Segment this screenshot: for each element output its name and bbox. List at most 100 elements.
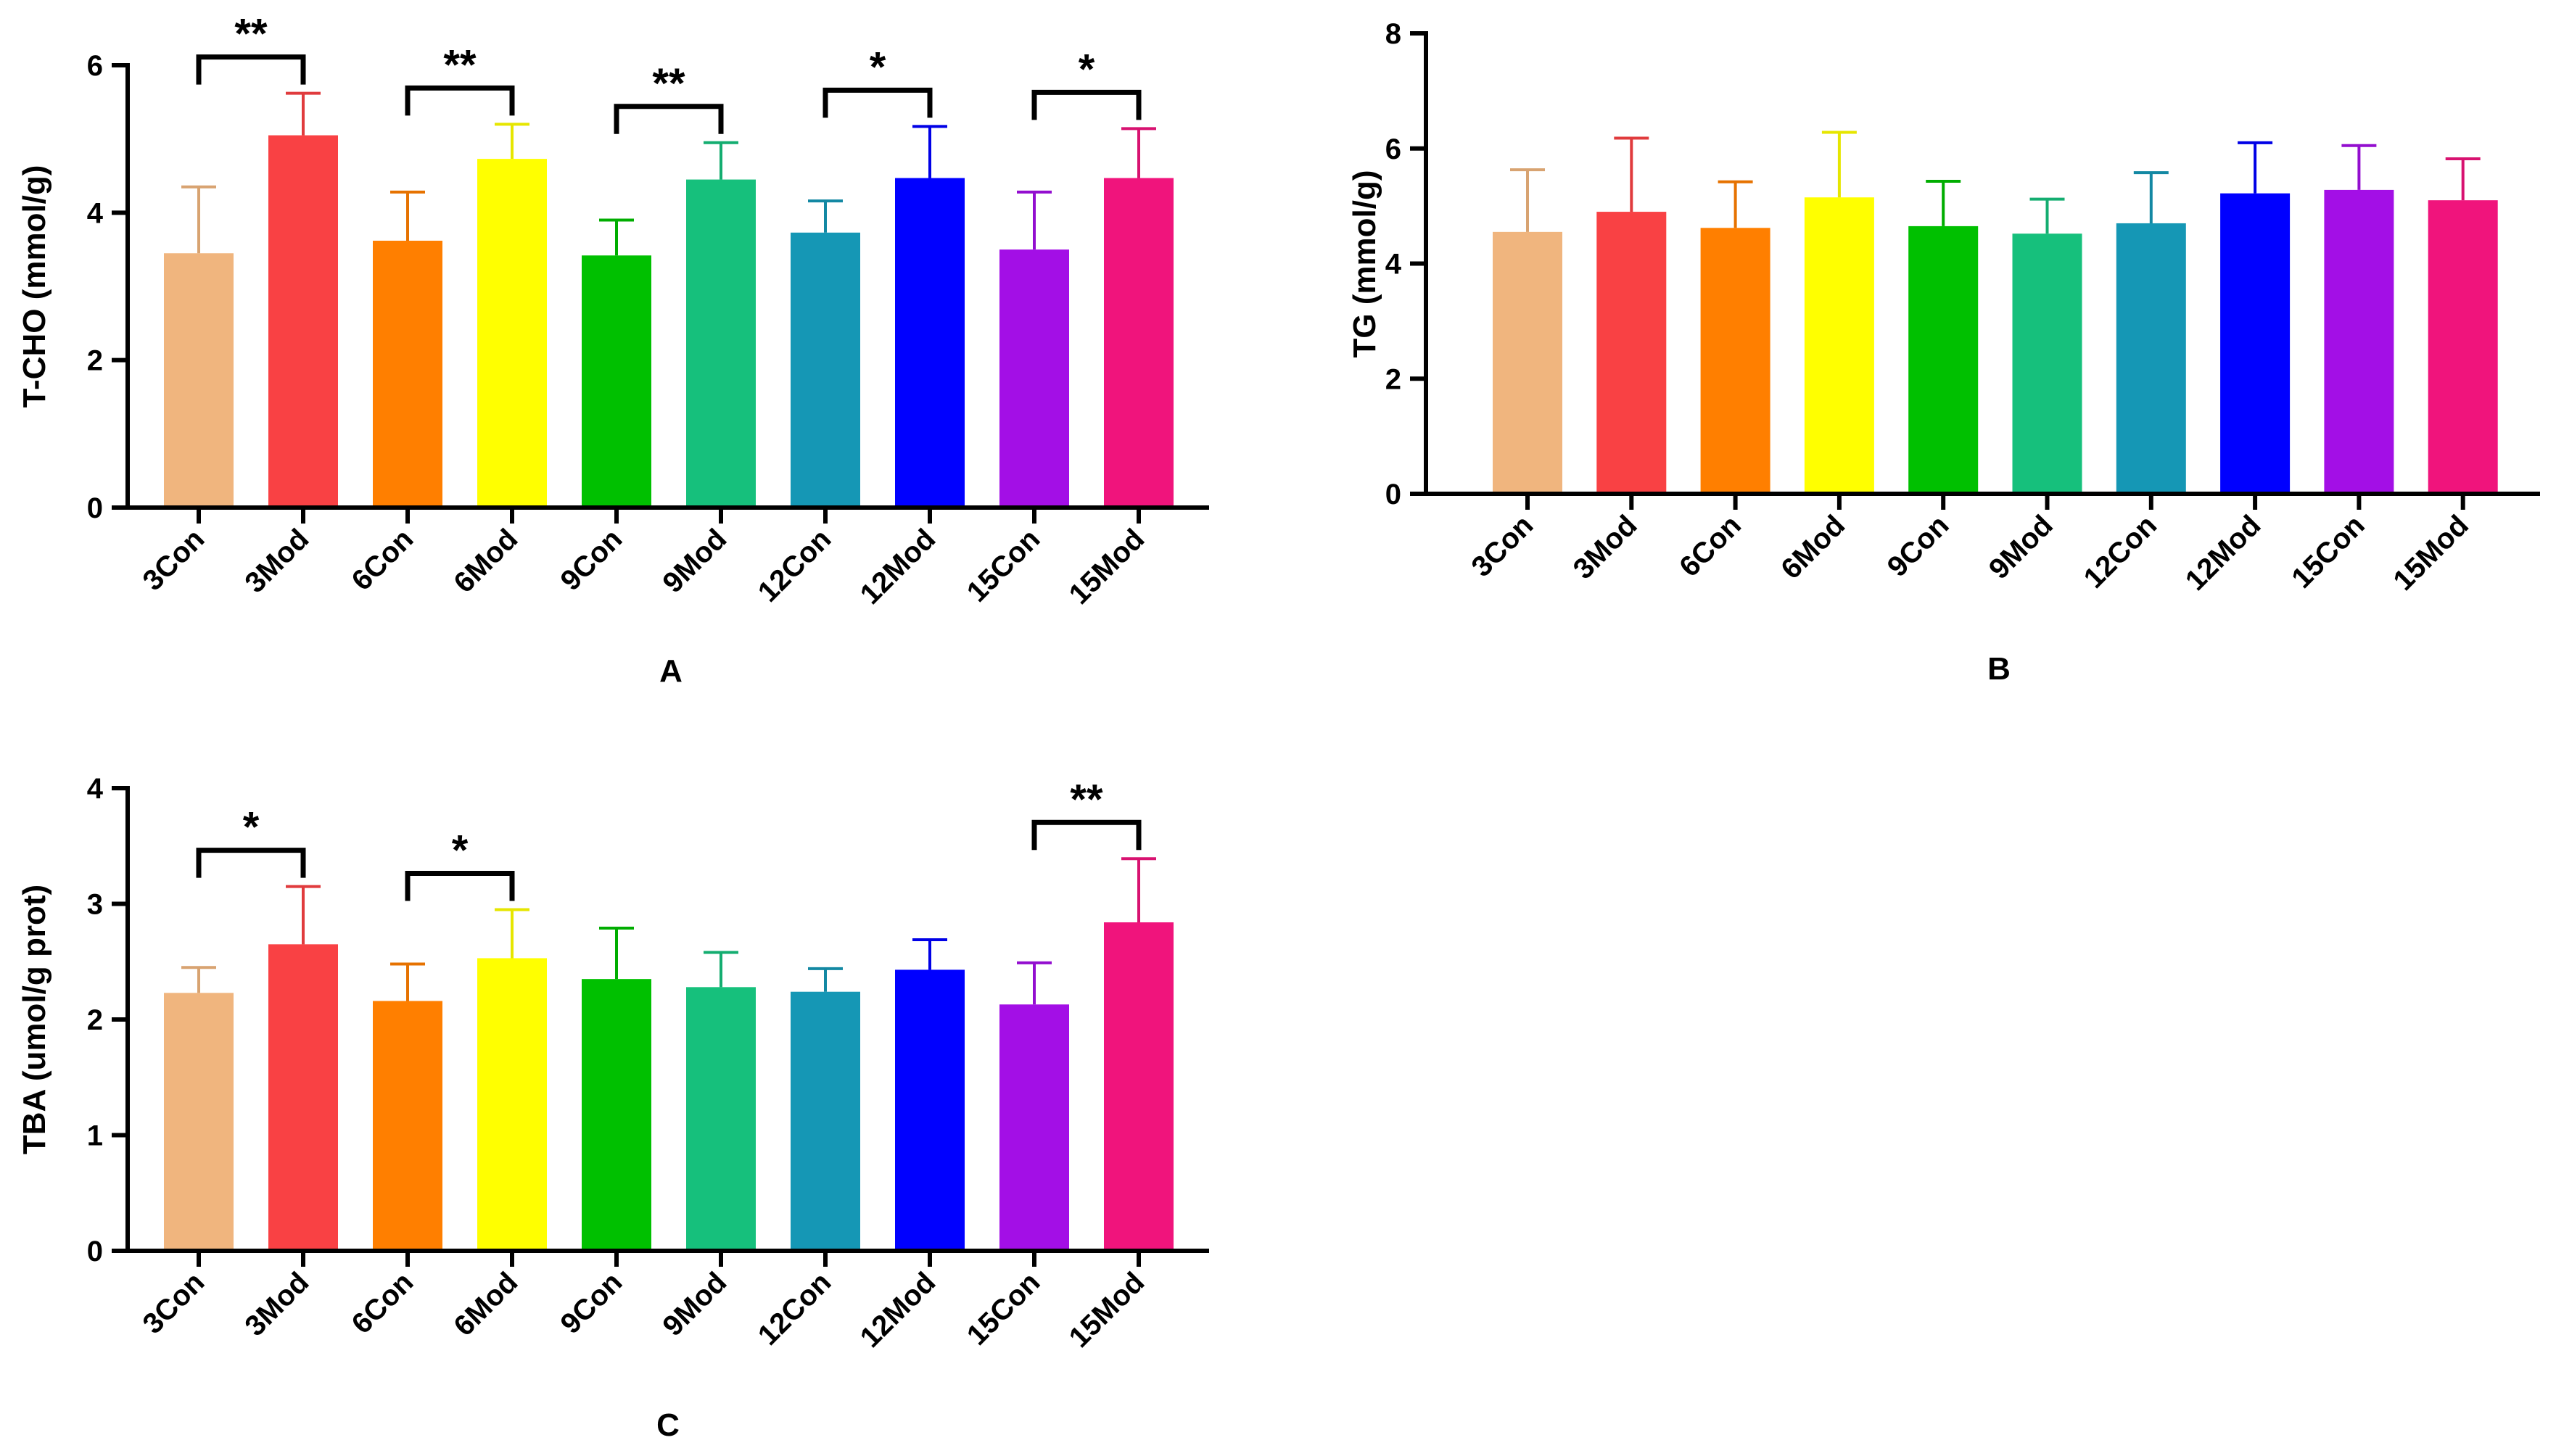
panel-c-significance-bracket [405,870,515,901]
panel-c-y-tick-label: 2 [87,1004,103,1036]
panel-a-y-axis-label: T-CHO (mmol/g) [17,165,52,408]
panel-b-y-tick-label: 2 [1385,363,1401,395]
panel-b-x-tick-label: 12Mod [2180,509,2267,597]
panel-c-bar [895,969,965,1251]
panel-c-x-tick-label: 15Con [961,1266,1047,1352]
panel-c-y-tick-label: 1 [87,1120,103,1152]
panel-c-x-tick-label: 12Con [752,1266,838,1352]
panel-b-y-tick-label: 4 [1385,249,1402,281]
panel-b-bar [1596,212,1667,494]
panel-c-significance-bracket [1031,819,1142,851]
panel-label-a: A [659,653,683,689]
panel-a-bar [895,178,965,508]
panel-a-y-tick-label: 4 [87,197,104,229]
panel-c-x-tick-label: 12Mod [854,1266,942,1354]
panel-a-x-tick-label: 3Mod [239,523,315,599]
panel-a-significance-label: ** [234,11,268,58]
panel-a-significance-label: * [1079,46,1095,93]
panel-a-x-tick-label: 15Mod [1063,523,1151,611]
panel-b-x-tick-label: 9Mod [1983,509,2059,585]
panel-a-significance-label: ** [652,60,685,107]
panel-b-bar [2012,233,2082,494]
panel-c-significance-bracket [196,848,306,878]
panel-c-bar [582,979,651,1251]
panel-a-significance-bracket [1031,89,1142,120]
panel-b-bar [2220,193,2291,494]
panel-c-x-tick-label: 3Mod [239,1266,315,1342]
panel-a-bar [164,253,234,508]
panel-b-bar [1804,197,1874,494]
panel-c-significance-label: ** [1070,776,1103,823]
panel-a-x-tick-label: 9Con [555,523,629,597]
panel-a-bar [373,240,442,508]
panel-b-bar [2324,189,2394,494]
panel-c-x-tick-label: 6Con [346,1266,420,1340]
panel-c-x-tick-label: 15Mod [1063,1266,1151,1354]
panel-a-bar [686,179,756,508]
panel-c-bar [477,958,547,1251]
panel-b-bar [1908,226,1979,494]
panel-c-bar [791,991,860,1251]
panel-c-significance-label: * [243,804,260,851]
panel-a-significance-bracket [823,87,933,118]
panel-a-x-tick-label: 12Con [752,523,838,608]
panel-c-y-tick-label: 4 [87,773,104,805]
panel-a-bar [477,159,547,508]
panel-c-bar [1104,922,1174,1251]
panel-b-x-tick-label: 3Mod [1567,509,1644,585]
panel-a-y-tick-label: 0 [87,492,103,524]
panel-label-b: B [1987,651,2011,687]
panel-b-x-tick-label: 6Mod [1775,509,1851,585]
panel-b-x-tick-label: 12Con [2078,509,2164,595]
panel-a-x-tick-label: 3Con [137,523,211,597]
panel-c-bar [999,1004,1069,1251]
panel-c-x-tick-label: 9Con [555,1266,629,1340]
panel-c-y-tick-label: 3 [87,889,103,921]
panel-c-y-axis-label: TBA (umol/g prot) [17,885,52,1154]
panel-b-bar [1493,231,1562,494]
panel-b-y-axis-label: TG (mmol/g) [1347,170,1382,357]
panel-a-bar [268,135,338,508]
panel-b-bar [2428,200,2498,494]
panel-a-significance-bracket [196,54,306,85]
panel-b-y-tick-label: 8 [1385,18,1401,50]
panel-label-c: C [656,1407,680,1443]
panel-c-bar [268,944,338,1251]
panel-b-y-tick-label: 6 [1385,133,1401,165]
panel-c-bar [686,987,756,1251]
panel-a-x-tick-label: 9Mod [656,523,733,599]
panel-b-x-tick-label: 6Con [1673,509,1747,583]
panel-c-bar [373,1001,442,1251]
panel-b-bar [2116,223,2186,494]
panel-a-significance-label: ** [443,41,477,88]
panel-c-x-tick-label: 3Con [137,1266,211,1340]
panel-c-significance-label: * [452,827,469,874]
panel-a-significance-label: * [870,44,886,91]
panel-a-x-tick-label: 6Mod [448,523,524,599]
panel-b-x-tick-label: 9Con [1881,509,1955,583]
panel-c-y-tick-label: 0 [87,1236,103,1267]
panel-a-bar [1104,178,1174,508]
panel-a-x-tick-label: 15Con [961,523,1047,608]
panel-a-x-tick-label: 12Mod [854,523,942,611]
panel-c-x-tick-label: 9Mod [656,1266,733,1342]
panel-a-bar [582,255,651,508]
panel-a-bar [791,232,860,508]
panel-b-y-tick-label: 0 [1385,479,1401,510]
panel-b-bar [1700,228,1770,494]
panel-b-x-tick-label: 15Mod [2387,509,2475,597]
panel-c-bar [164,993,234,1251]
panel-a-x-tick-label: 6Con [346,523,420,597]
panel-b-x-tick-label: 3Con [1466,509,1540,583]
panel-b-x-tick-label: 15Con [2285,509,2371,595]
panel-a-y-tick-label: 2 [87,345,103,377]
panel-a-significance-bracket [614,104,724,134]
panel-c-x-tick-label: 6Mod [448,1266,524,1342]
panel-a-significance-bracket [405,85,515,116]
panel-a-y-tick-label: 6 [87,50,103,82]
panel-a-bar [999,249,1069,508]
